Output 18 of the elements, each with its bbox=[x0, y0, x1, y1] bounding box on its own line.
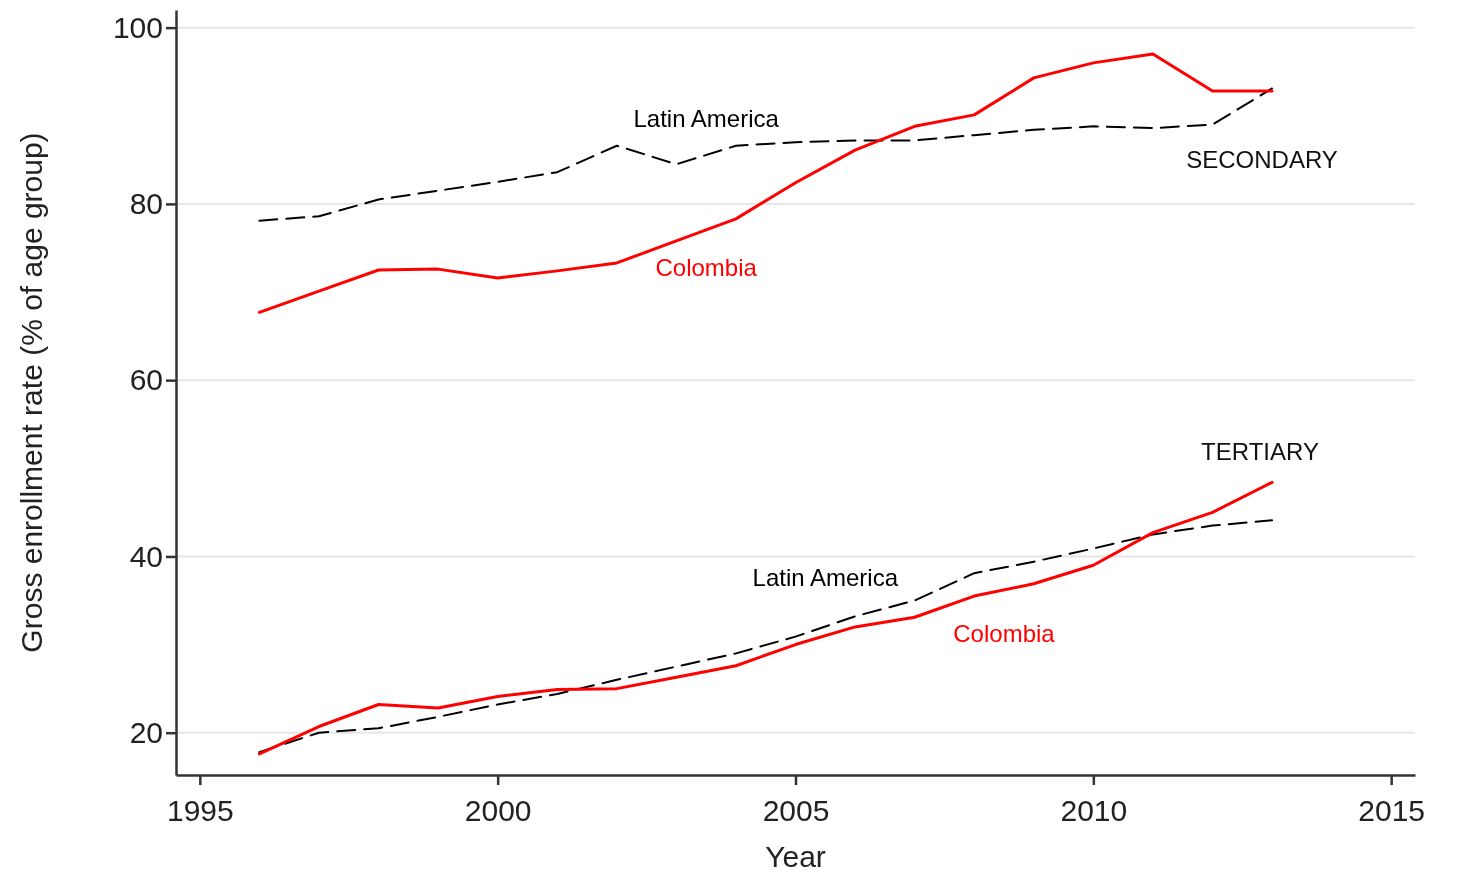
y-tick-label: 20 bbox=[129, 715, 163, 749]
y-tick-label: 80 bbox=[129, 186, 163, 220]
series-label: Latin America bbox=[633, 104, 780, 132]
y-tick-label: 100 bbox=[112, 10, 163, 44]
y-tick-label: 40 bbox=[129, 539, 163, 573]
series-label: Latin America bbox=[752, 564, 899, 592]
series-label: Colombia bbox=[953, 619, 1056, 647]
x-tick-label: 2000 bbox=[464, 794, 532, 827]
x-axis-title: Year bbox=[765, 840, 826, 873]
x-tick-label: 2005 bbox=[762, 794, 830, 827]
series-label: Colombia bbox=[655, 253, 758, 281]
x-tick-label: 2010 bbox=[1060, 794, 1128, 827]
y-axis-title: Gross enrollment rate (% of age group) bbox=[15, 132, 48, 653]
y-tick-label: 60 bbox=[129, 363, 163, 397]
annotation: TERTIARY bbox=[1201, 438, 1319, 465]
annotation: SECONDARY bbox=[1186, 146, 1338, 173]
x-tick-label: 1995 bbox=[166, 794, 234, 827]
x-tick-label: 2015 bbox=[1358, 794, 1426, 827]
